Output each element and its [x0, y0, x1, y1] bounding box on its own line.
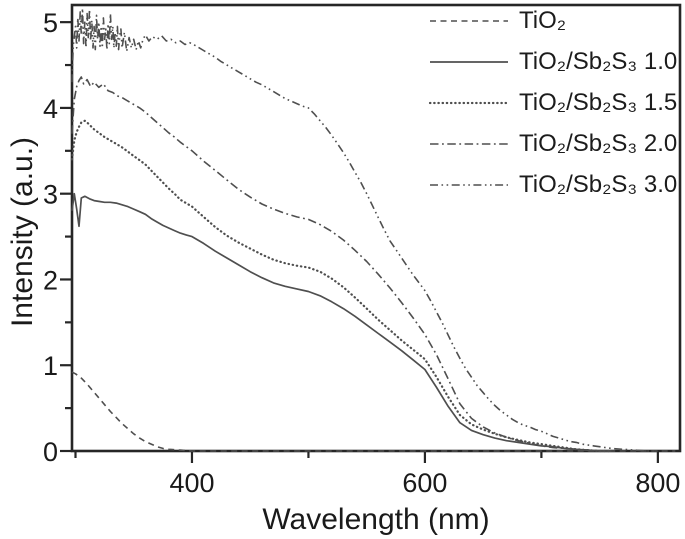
y-axis-title: Intensity (a.u.) [6, 137, 39, 327]
x-tick-label: 400 [169, 468, 214, 498]
series-line-tio2 [71, 371, 676, 452]
legend-swatch-dotted-line [428, 101, 510, 104]
legend-item-tio2-sb2s3-1-5h: TiO₂/Sb₂S₃ 1.5 h [428, 82, 685, 123]
plot-frame [70, 3, 682, 453]
x-axis-title: Wavelength (nm) [262, 503, 489, 536]
x-tick-label: 600 [402, 468, 447, 498]
y-tick-label: 3 [43, 180, 58, 210]
legend-label: TiO₂/Sb₂S₃ 1.0 h [519, 47, 685, 75]
legend-label: TiO₂/Sb₂S₃ 1.5 h [519, 88, 685, 116]
legend-swatch-dash-dot-dot-line [430, 183, 508, 186]
y-tick-label: 0 [43, 437, 58, 467]
legend-item-tio2-sb2s3-2-0h: TiO₂/Sb₂S₃ 2.0 h [428, 123, 685, 164]
series-curves [70, 7, 676, 453]
legend-label: TiO₂ [519, 6, 567, 34]
legend-item-tio2-sb2s3-3-0h: TiO₂/Sb₂S₃ 3.0 h [428, 164, 685, 205]
axis-ticks [60, 21, 659, 463]
series-line-tio2-sb2s3-3-0h [71, 7, 658, 452]
legend-item-tio2: TiO₂ [428, 0, 685, 41]
y-tick-label: 1 [43, 351, 58, 381]
series-line-tio2-sb2s3-1-5h [70, 119, 613, 453]
legend: TiO₂ TiO₂/Sb₂S₃ 1.0 h TiO₂/Sb₂S₃ 1.5 h T… [428, 0, 685, 205]
legend-item-tio2-sb2s3-1-0h: TiO₂/Sb₂S₃ 1.0 h [428, 41, 685, 82]
legend-label: TiO₂/Sb₂S₃ 3.0 h [519, 170, 685, 198]
y-tick-label: 2 [43, 265, 58, 295]
legend-swatch-dash-dot-line [430, 142, 508, 145]
legend-label: TiO₂/Sb₂S₃ 2.0 h [519, 129, 685, 157]
y-tick-label: 4 [43, 94, 58, 124]
x-tick-label: 800 [635, 468, 680, 498]
series-line-tio2-sb2s3-1-0h [71, 192, 612, 452]
axis-tick-labels: 400 600 800 0 1 2 3 4 5 [43, 8, 680, 498]
legend-swatch-solid-line [430, 60, 508, 63]
y-tick-label: 5 [43, 8, 58, 38]
legend-swatch-dashed-line [430, 19, 508, 22]
